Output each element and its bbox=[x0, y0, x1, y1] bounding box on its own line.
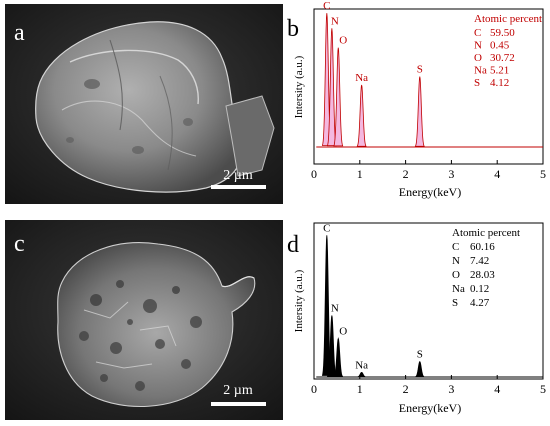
peak-label-b-o: O bbox=[339, 35, 347, 47]
x-tick-label-b: 3 bbox=[448, 167, 454, 181]
peak-label-d-o: O bbox=[339, 326, 347, 338]
x-tick-label-d: 4 bbox=[494, 382, 500, 396]
peak-label-b-n: N bbox=[331, 15, 339, 27]
panel-letter-d: d bbox=[287, 232, 299, 258]
legend-value-d: 7.42 bbox=[470, 255, 489, 267]
legend-element-d: S bbox=[452, 297, 458, 309]
spectrum-peak-b-o bbox=[333, 47, 344, 147]
legend-value-b: 0.45 bbox=[490, 40, 510, 52]
x-tick-label-b: 2 bbox=[403, 167, 409, 181]
scale-label-a: 2 µm bbox=[223, 168, 253, 183]
peak-label-b-s: S bbox=[417, 64, 423, 76]
x-axis-label-b: Energy(keV) bbox=[399, 185, 461, 199]
legend-value-d: 60.16 bbox=[470, 241, 495, 253]
legend-element-b: S bbox=[474, 77, 480, 89]
x-axis-label-d: Energy(keV) bbox=[399, 401, 461, 415]
x-ticks-d: 0 1 2 3 4 5 bbox=[311, 375, 546, 396]
legend-element-d: N bbox=[452, 255, 460, 267]
panel-letter-c: c bbox=[14, 231, 25, 257]
legend-element-b: C bbox=[474, 27, 481, 39]
particle-fragment-a bbox=[225, 95, 275, 177]
spectrum-peak-b-na bbox=[356, 84, 367, 147]
y-axis-label-b: Intersity (a.u.) bbox=[293, 55, 305, 118]
plot-frame-d bbox=[313, 222, 544, 380]
legend-value-d: 4.27 bbox=[470, 297, 490, 309]
sem-image-a: a 2 µm bbox=[5, 4, 283, 204]
peak-label-b-c: C bbox=[323, 0, 330, 12]
legend-element-d: C bbox=[452, 241, 459, 253]
x-tick-label-d: 3 bbox=[448, 382, 454, 396]
legend-title-d: Atomic percent bbox=[452, 227, 520, 239]
scale-label-c: 2 µm bbox=[223, 383, 253, 398]
legend-value-b: 5.21 bbox=[490, 65, 509, 77]
legend-element-b: N bbox=[474, 40, 482, 52]
plot-frame-b bbox=[313, 8, 544, 165]
legend-value-b: 4.12 bbox=[490, 77, 509, 89]
legend-element-b: O bbox=[474, 52, 482, 64]
x-tick-label-b: 1 bbox=[357, 167, 363, 181]
spectrum-peak-b-s bbox=[414, 76, 425, 147]
legend-element-d: O bbox=[452, 269, 460, 281]
peak-label-d-c: C bbox=[323, 222, 330, 234]
x-tick-label-d: 2 bbox=[403, 382, 409, 396]
legend-value-b: 30.72 bbox=[490, 52, 515, 64]
legend-element-d: Na bbox=[452, 283, 465, 295]
panel-letter-b: b bbox=[287, 16, 299, 42]
peak-label-d-na: Na bbox=[355, 359, 368, 371]
x-tick-label-b: 5 bbox=[540, 167, 546, 181]
sem-image-c: c 2 µm bbox=[5, 220, 283, 420]
peak-label-b-na: Na bbox=[355, 72, 368, 84]
legend-title-b: Atomic percent bbox=[474, 13, 542, 25]
spectrum-peak-d-o bbox=[333, 337, 344, 377]
legend-d: Atomic percent C 60.16 N 7.42 O 28.03 Na 0.12 S 4… bbox=[452, 227, 520, 309]
legend-value-b: 59.50 bbox=[490, 27, 515, 39]
legend-value-d: 0.12 bbox=[470, 283, 489, 295]
particle-c bbox=[57, 242, 256, 408]
peak-label-d-n: N bbox=[331, 302, 339, 314]
legend-element-b: Na bbox=[474, 65, 487, 77]
x-tick-label-b: 0 bbox=[311, 167, 317, 181]
panel-letter-a: a bbox=[14, 20, 25, 46]
legend-value-d: 28.03 bbox=[470, 269, 495, 281]
x-ticks-b: 0 1 2 3 4 5 bbox=[311, 160, 546, 181]
x-tick-label-d: 0 bbox=[311, 382, 317, 396]
x-tick-label-b: 4 bbox=[494, 167, 500, 181]
spectrum-peak-d-s bbox=[415, 360, 425, 378]
y-axis-label-d: Intersity (a.u.) bbox=[293, 269, 305, 332]
peak-label-d-s: S bbox=[417, 349, 423, 361]
x-tick-label-d: 5 bbox=[540, 382, 546, 396]
x-tick-label-d: 1 bbox=[357, 382, 363, 396]
